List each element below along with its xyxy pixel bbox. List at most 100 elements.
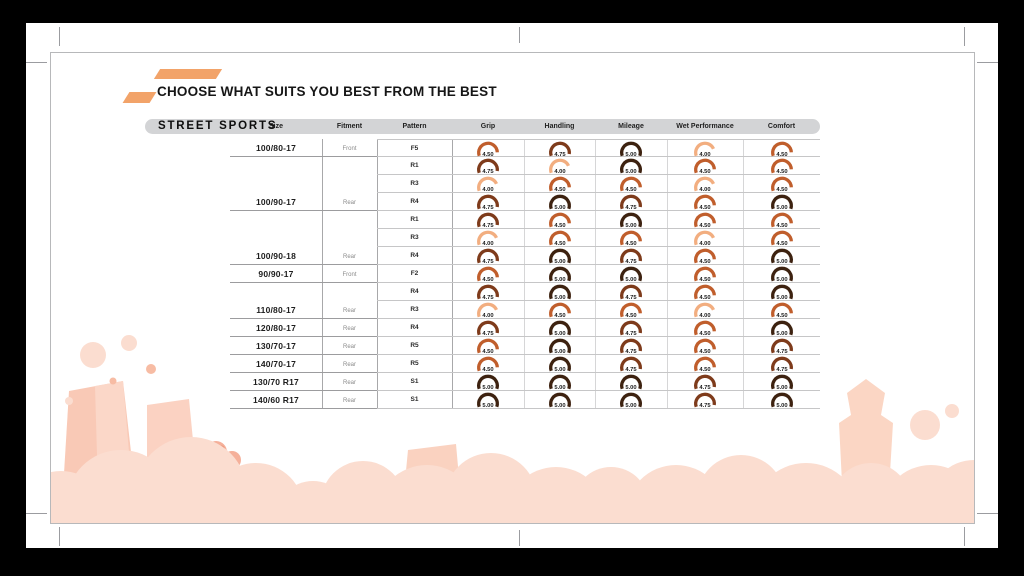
rating-gauge: 5.00 [770, 266, 793, 282]
gauge-value: 4.00 [554, 169, 565, 174]
gauge-arc [620, 356, 642, 372]
rating-cell-wet-performance: 4.50 [667, 265, 743, 283]
gauge-arc [620, 320, 642, 336]
page-title: CHOOSE WHAT SUITS YOU BEST FROM THE BEST [157, 84, 497, 99]
rating-gauge: 4.50 [477, 338, 499, 354]
size-label: 110/80-17 [256, 305, 296, 315]
pattern-label: R3 [410, 306, 419, 313]
gauge-value: 4.75 [482, 259, 494, 264]
rating-cell-grip: 4.00 [452, 175, 524, 193]
pattern-cell: R4 [377, 193, 452, 211]
fitment-label: Front [342, 272, 357, 278]
gauge-value: 5.00 [776, 403, 787, 408]
gauge-arc [694, 302, 716, 318]
artboard: CHOOSE WHAT SUITS YOU BEST FROM THE BEST… [50, 52, 975, 524]
gauge-arc [548, 141, 571, 156]
gauge-arc [694, 212, 716, 228]
gauge-value: 4.50 [776, 223, 787, 228]
rating-cell-grip: 4.00 [452, 229, 524, 247]
rating-cell-mileage: 5.00 [595, 211, 667, 229]
pattern-cell: F2 [377, 265, 452, 283]
rating-gauge: 4.50 [548, 302, 571, 318]
rating-gauge: 4.75 [620, 320, 642, 336]
gauge-arc [694, 338, 716, 354]
gauge-arc [770, 356, 793, 372]
rating-cell-comfort: 4.50 [743, 229, 820, 247]
gauge-value: 4.50 [699, 277, 710, 282]
gauge-arc [548, 374, 571, 390]
rating-gauge: 4.50 [770, 302, 793, 318]
rating-cell-comfort: 5.00 [743, 391, 820, 409]
rating-gauge: 5.00 [548, 356, 571, 372]
gauge-value: 4.50 [554, 223, 565, 228]
gauge-value: 4.75 [482, 169, 494, 174]
rating-gauge: 4.50 [694, 284, 716, 300]
pattern-cell: R3 [377, 301, 452, 319]
gauge-value: 4.00 [482, 241, 493, 246]
rating-gauge: 4.75 [770, 356, 793, 372]
gauge-arc [770, 212, 793, 228]
rating-cell-handling: 5.00 [524, 337, 595, 355]
rating-gauge: 5.00 [770, 284, 793, 300]
gauge-arc [477, 176, 499, 192]
rating-cell-wet-performance: 4.50 [667, 193, 743, 211]
rating-gauge: 4.00 [694, 230, 716, 246]
size-label: 120/80-17 [255, 323, 297, 333]
gauge-arc [770, 248, 793, 264]
gauge-arc [548, 230, 571, 246]
pattern-label: R3 [410, 180, 419, 187]
fitment-cell: Rear [322, 319, 377, 337]
gauge-arc [620, 158, 642, 174]
gauge-value: 4.50 [554, 187, 565, 192]
gauge-arc [694, 356, 716, 372]
column-header-pattern: Pattern [402, 123, 427, 130]
size-label: 130/70-17 [255, 341, 297, 351]
pattern-cell: R1 [377, 211, 452, 229]
rating-gauge: 5.00 [620, 141, 642, 157]
rating-cell-wet-performance: 4.50 [667, 283, 743, 301]
rating-gauge: 5.00 [477, 374, 499, 390]
rating-cell-grip: 4.75 [452, 211, 524, 229]
gauge-arc [620, 248, 642, 264]
crop-mark [977, 62, 998, 63]
gauge-arc [770, 320, 793, 336]
gauge-arc [770, 141, 793, 156]
rating-gauge: 4.75 [620, 284, 642, 300]
rating-gauge: 4.50 [770, 230, 793, 246]
fitment-label: Rear [342, 344, 356, 350]
rating-cell-mileage: 5.00 [595, 391, 667, 409]
pattern-cell: R1 [377, 157, 452, 175]
gauge-value: 4.75 [482, 223, 494, 228]
rating-cell-wet-performance: 4.50 [667, 337, 743, 355]
rating-cell-grip: 4.50 [452, 337, 524, 355]
rating-cell-wet-performance: 4.50 [667, 247, 743, 265]
gauge-arc [548, 212, 571, 228]
rating-cell-mileage: 4.75 [595, 283, 667, 301]
gauge-value: 5.00 [554, 403, 565, 408]
gauge-value: 4.50 [482, 152, 493, 157]
gauge-arc [548, 176, 571, 192]
gauge-arc [477, 266, 499, 282]
rating-cell-comfort: 4.75 [743, 355, 820, 373]
gauge-value: 5.00 [625, 385, 636, 390]
size-cell: 120/80-17 [230, 319, 322, 337]
rating-gauge: 4.50 [694, 248, 716, 264]
fitment-label: Rear [342, 362, 356, 368]
rating-gauge: 4.50 [694, 158, 716, 174]
gauge-value: 4.50 [699, 349, 710, 354]
fitment-label: Rear [342, 308, 356, 314]
rating-gauge: 5.00 [620, 212, 642, 228]
fitment-cell: Rear [322, 355, 377, 373]
pattern-label: F2 [410, 270, 419, 277]
rating-gauge: 4.75 [620, 356, 642, 372]
pattern-cell: F5 [377, 139, 452, 157]
gauge-value: 4.50 [554, 241, 565, 246]
rating-gauge: 4.75 [477, 284, 499, 300]
rating-gauge: 4.50 [694, 320, 716, 336]
gauge-value: 4.00 [699, 152, 710, 157]
pattern-cell: R5 [377, 355, 452, 373]
pattern-label: R1 [410, 162, 419, 169]
fitment-label: Rear [342, 398, 356, 404]
rating-cell-comfort: 4.50 [743, 157, 820, 175]
title-accent-bar [153, 69, 223, 79]
